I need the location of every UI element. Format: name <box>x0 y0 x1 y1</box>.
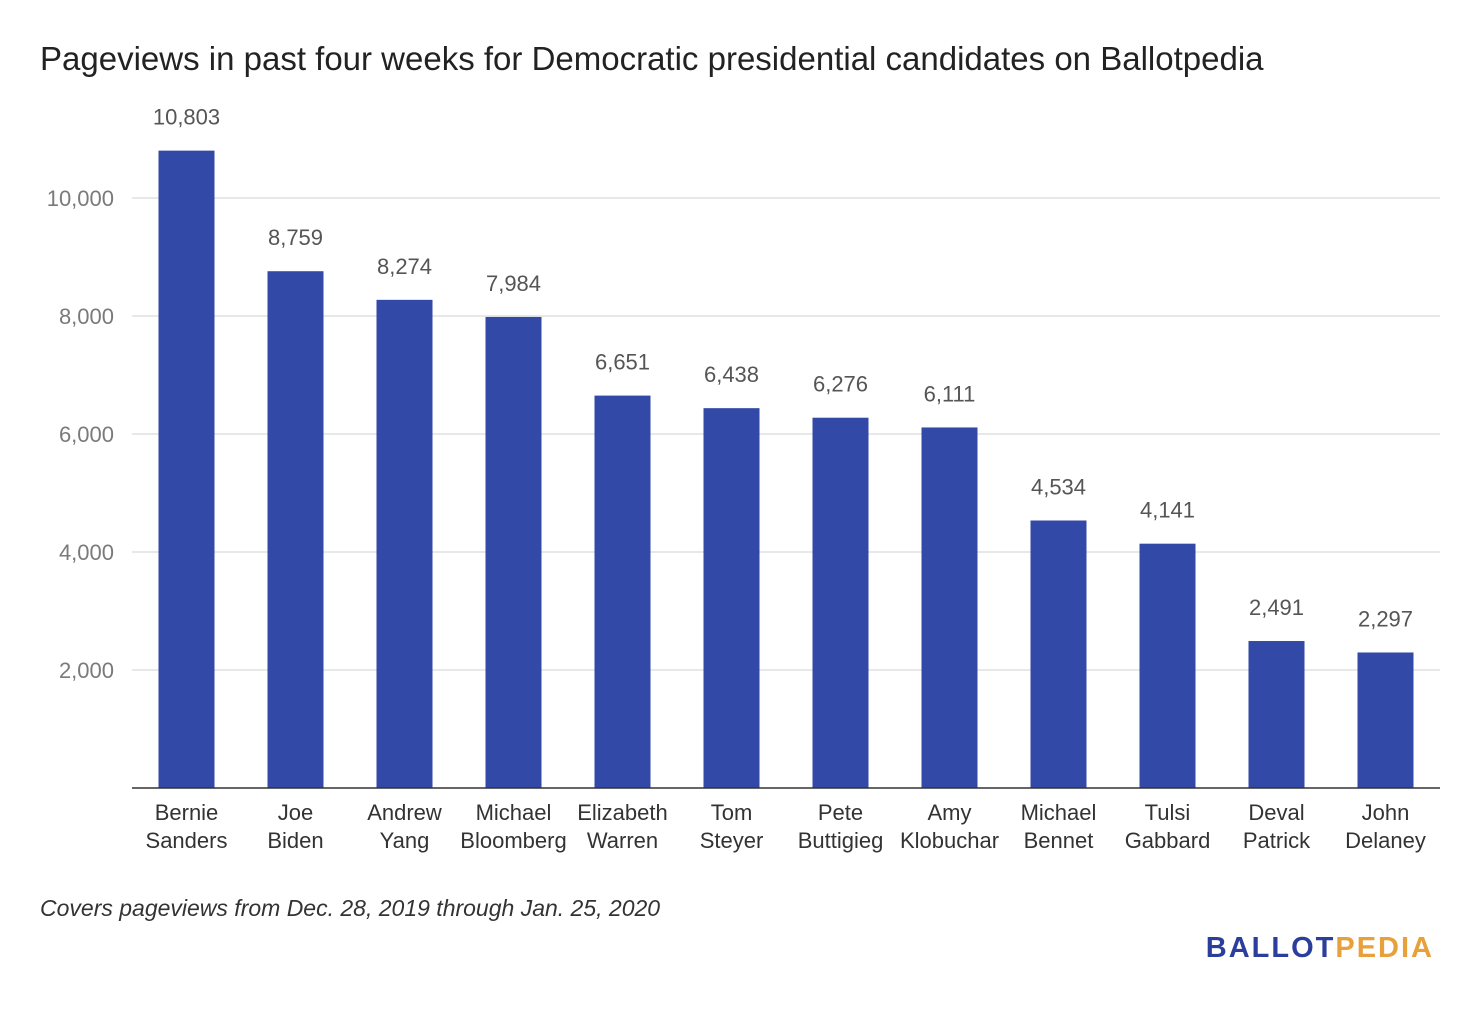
x-category-label: Steyer <box>700 828 764 853</box>
y-tick-label: 4,000 <box>59 540 114 565</box>
data-label: 2,297 <box>1358 606 1413 631</box>
bar <box>1139 543 1196 788</box>
data-label: 6,438 <box>704 362 759 387</box>
y-tick-label: 6,000 <box>59 422 114 447</box>
y-tick-label: 2,000 <box>59 658 114 683</box>
data-label: 4,141 <box>1140 498 1195 523</box>
bar <box>376 299 433 788</box>
x-category-label: Bloomberg <box>460 828 566 853</box>
data-label: 7,984 <box>486 271 541 296</box>
y-tick-label: 10,000 <box>47 186 114 211</box>
x-category-label: Pete <box>818 800 863 825</box>
data-label: 6,276 <box>813 372 868 397</box>
x-category-label: Deval <box>1248 800 1304 825</box>
logo-text-ballot: BALLOT <box>1205 932 1336 964</box>
bar-chart: 2,000 4,000 6,000 8,000 10,000 10,803 8,759 8,… <box>47 105 1440 853</box>
bar <box>1357 652 1414 788</box>
bar <box>812 417 869 788</box>
data-label: 8,274 <box>377 254 432 279</box>
x-category-label: Joe <box>278 800 313 825</box>
data-label: 2,491 <box>1249 595 1304 620</box>
x-category-label: Tulsi <box>1145 800 1191 825</box>
x-category-label: Biden <box>267 828 323 853</box>
x-category-label: Bernie <box>155 800 219 825</box>
x-category-label: Delaney <box>1345 828 1426 853</box>
data-label: 6,651 <box>595 350 650 375</box>
bars <box>158 150 1414 789</box>
x-category-label: Michael <box>1021 800 1097 825</box>
x-category-label: Klobuchar <box>900 828 999 853</box>
bar <box>1030 520 1087 788</box>
data-label: 6,111 <box>924 381 976 406</box>
x-category-label: Amy <box>928 800 972 825</box>
bar <box>703 408 760 788</box>
bar <box>485 316 542 788</box>
ballotpedia-logo: BALLOTPEDIA <box>1206 932 1434 965</box>
bar <box>267 271 324 788</box>
x-category-label: Yang <box>380 828 430 853</box>
x-category-label: Buttigieg <box>798 828 884 853</box>
y-axis-tick-labels: 2,000 4,000 6,000 8,000 10,000 <box>47 186 114 683</box>
chart-title: Pageviews in past four weeks for Democra… <box>40 40 1264 77</box>
data-labels: 10,803 8,759 8,274 7,984 6,651 6,438 6,276 6,11… <box>153 105 1413 632</box>
x-category-label: John <box>1362 800 1410 825</box>
y-tick-label: 8,000 <box>59 304 114 329</box>
x-category-label: Warren <box>587 828 658 853</box>
logo-text-pedia: PEDIA <box>1335 932 1434 964</box>
x-category-label: Bennet <box>1024 828 1094 853</box>
data-label: 8,759 <box>268 225 323 250</box>
x-category-label: Sanders <box>146 828 228 853</box>
x-category-label: Gabbard <box>1125 828 1211 853</box>
x-category-label: Tom <box>711 800 753 825</box>
bar <box>594 395 651 788</box>
x-category-label: Elizabeth <box>577 800 668 825</box>
bar <box>1248 641 1305 788</box>
bar <box>921 427 978 788</box>
x-axis-category-labels: Bernie Sanders Joe Biden Andrew Yang Michael Bl… <box>146 800 1426 853</box>
footnote: Covers pageviews from Dec. 28, 2019 thro… <box>40 895 661 921</box>
gridlines <box>132 197 1440 671</box>
x-category-label: Andrew <box>367 800 442 825</box>
x-category-label: Patrick <box>1243 828 1311 853</box>
bar <box>158 150 215 789</box>
data-label: 10,803 <box>153 105 220 130</box>
data-label: 4,534 <box>1031 474 1086 499</box>
x-category-label: Michael <box>476 800 552 825</box>
